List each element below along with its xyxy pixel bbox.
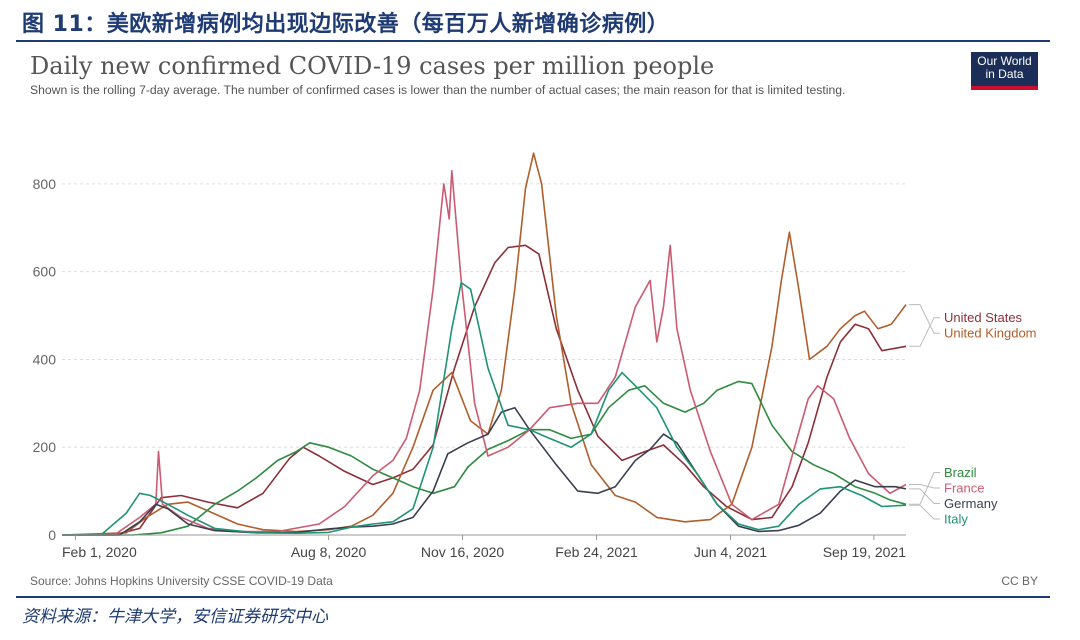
figure-title: 图 11：美欧新增病例均出现边际改善（每百万人新增确诊病例） — [22, 12, 670, 37]
owid-logo[interactable]: Our World in Data — [971, 52, 1038, 90]
label-connector — [909, 304, 940, 334]
label-connector — [909, 317, 940, 347]
series-line-united-kingdom — [61, 152, 907, 536]
logo-line-2: in Data — [985, 67, 1024, 81]
x-tick-label: Sep 19, 2021 — [823, 544, 907, 560]
series-label-germany: Germany — [944, 496, 998, 511]
y-tick-label: 600 — [33, 264, 57, 280]
y-tick-label: 400 — [33, 351, 57, 367]
label-connector — [909, 488, 940, 504]
logo-line-1: Our World — [977, 54, 1032, 68]
series-label-brazil: Brazil — [944, 465, 977, 480]
grid — [62, 183, 906, 448]
x-tick-label: Feb 1, 2020 — [62, 544, 137, 560]
license[interactable]: CC BY — [1001, 574, 1038, 588]
label-connector — [909, 504, 940, 520]
series-line-italy — [62, 281, 907, 536]
series-label-united-kingdom: United Kingdom — [944, 326, 1037, 341]
x-tick-label: Aug 8, 2020 — [291, 544, 367, 560]
series-label-france: France — [944, 480, 984, 495]
label-connector — [909, 472, 940, 505]
data-source-footnote: 资料来源：牛津大学，安信证券研究中心 — [22, 607, 328, 627]
source-note: Source: Johns Hopkins University CSSE CO… — [30, 574, 333, 588]
series-label-united-states: United States — [944, 310, 1023, 325]
bottom-rule — [16, 596, 1050, 598]
y-tick-label: 200 — [33, 439, 57, 455]
series-lines — [61, 152, 907, 536]
series-label-italy: Italy — [944, 511, 968, 526]
axes: 0 200 400 600 800 Feb 1, 2020 Aug 8, 2020 Nov 1… — [33, 176, 907, 560]
label-connector — [909, 484, 940, 489]
top-rule — [16, 40, 1050, 42]
series-line-united-states — [62, 244, 907, 536]
line-chart: 0 200 400 600 800 Feb 1, 2020 Aug 8, 2020 Nov 1… — [33, 152, 1037, 560]
series-line-brazil — [62, 380, 907, 536]
x-tick-label: Jun 4, 2021 — [694, 544, 767, 560]
x-tick-label: Nov 16, 2020 — [421, 544, 504, 560]
y-tick-label: 0 — [48, 527, 56, 543]
chart-title: Daily new confirmed COVID-19 cases per m… — [30, 52, 715, 80]
y-tick-label: 800 — [33, 176, 57, 192]
x-tick-label: Feb 24, 2021 — [555, 544, 638, 560]
chart-subtitle: Shown is the rolling 7-day average. The … — [30, 83, 846, 97]
